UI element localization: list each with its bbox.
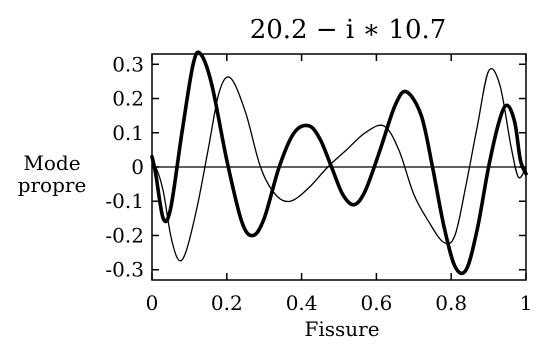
x-tick-label: 0 — [146, 291, 159, 315]
x-axis: 0 0.2 0.4 0.6 0.8 1 — [146, 54, 533, 315]
x-tick-label: 1 — [520, 291, 533, 315]
x-tick-label: 0.8 — [435, 291, 467, 315]
y-tick-label: -0.1 — [105, 189, 144, 213]
x-axis-label: Fissure — [304, 317, 379, 341]
x-tick-label: 0.2 — [211, 291, 243, 315]
series-line-thick — [150, 50, 528, 276]
x-tick-label: 0.6 — [360, 291, 392, 315]
y-tick-label: 0 — [131, 155, 144, 179]
y-tick-label: 0.2 — [112, 87, 144, 111]
series-group — [150, 50, 528, 276]
y-axis: 0.3 0.2 0.1 0 -0.1 -0.2 -0.3 — [105, 52, 526, 282]
series-line-thin — [151, 67, 527, 262]
y-tick-label: -0.3 — [105, 258, 144, 282]
chart-title: 20.2 − i ∗ 10.7 — [250, 15, 447, 45]
y-tick-label: 0.1 — [112, 121, 144, 145]
y-tick-label: 0.3 — [112, 52, 144, 76]
plot-area: 0.3 0.2 0.1 0 -0.1 -0.2 -0.3 0 0.2 0.4 0.6 0.8 1 — [105, 50, 533, 315]
y-tick-label: -0.2 — [105, 223, 144, 247]
x-tick-label: 0.4 — [286, 291, 318, 315]
y-axis-label-line-1: Mode — [23, 151, 80, 175]
y-axis-label-line-2: propre — [18, 173, 87, 197]
